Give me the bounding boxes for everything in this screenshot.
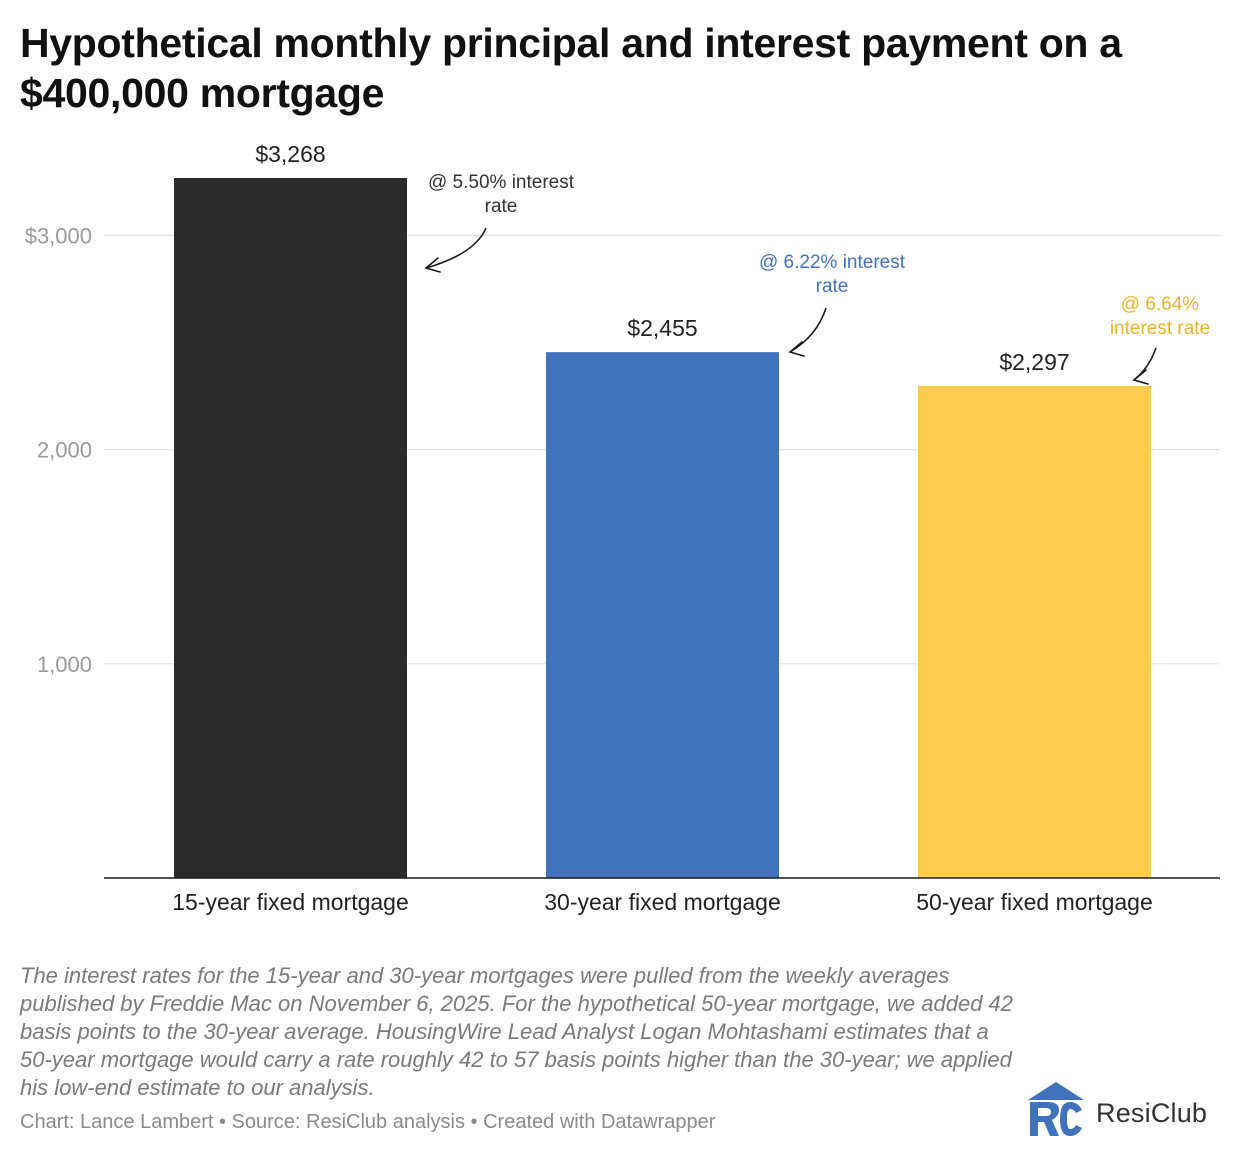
- y-tick-label: $3,000: [25, 223, 92, 248]
- annotation-text: rate: [485, 196, 518, 217]
- annotation-text: rate: [816, 276, 849, 297]
- category-label: 50-year fixed mortgage: [916, 889, 1153, 915]
- y-tick-label: 2,000: [37, 438, 92, 463]
- resiclub-logo-name: ResiClub: [1096, 1098, 1208, 1128]
- annotation: @ 6.22% interest rate: [759, 252, 906, 357]
- annotation-text: @ 5.50% interest: [428, 172, 575, 193]
- annotations: @ 5.50% interest rate @ 6.22% interest rate…: [424, 172, 1210, 385]
- bar-chart: 1,000 2,000 $3,000 $3,268 $2,455 $2,297 15-y…: [25, 141, 1220, 915]
- category-labels: 15-year fixed mortgage 30-year fixed mort…: [172, 889, 1153, 915]
- y-axis-tick-labels: 1,000 2,000 $3,000: [25, 223, 92, 676]
- chart-notes: The interest rates for the 15-year and 3…: [20, 963, 1014, 1100]
- resiclub-logo-icon: [1028, 1082, 1084, 1136]
- annotation: @ 5.50% interest rate: [424, 172, 575, 273]
- annotation-arrow: [789, 307, 827, 353]
- value-labels: $3,268 $2,455 $2,297: [255, 141, 1069, 375]
- chart-title: Hypothetical monthly principal and inter…: [20, 20, 1122, 116]
- annotation-arrow: [425, 227, 487, 269]
- annotation-text: interest rate: [1110, 318, 1210, 339]
- bars: [174, 178, 1151, 878]
- bar: [174, 178, 407, 878]
- annotation: @ 6.64% interest rate: [1110, 294, 1210, 385]
- resiclub-logo: ResiClub: [1024, 1078, 1224, 1138]
- chart-credit: Chart: Lance Lambert • Source: ResiClub …: [20, 1111, 716, 1133]
- category-label: 30-year fixed mortgage: [544, 889, 781, 915]
- annotation-arrow: [1133, 347, 1157, 381]
- bar: [918, 385, 1151, 878]
- value-label: $2,455: [627, 315, 697, 341]
- annotation-arrowhead: [424, 257, 441, 273]
- y-tick-label: 1,000: [37, 652, 92, 677]
- value-label: $3,268: [255, 141, 325, 167]
- value-label: $2,297: [999, 349, 1069, 375]
- annotation-text: @ 6.22% interest: [759, 252, 906, 273]
- annotation-arrowhead: [1132, 369, 1149, 385]
- category-label: 15-year fixed mortgage: [172, 889, 409, 915]
- annotation-text: @ 6.64%: [1121, 294, 1200, 315]
- annotation-arrowhead: [788, 341, 805, 357]
- bar: [546, 352, 779, 878]
